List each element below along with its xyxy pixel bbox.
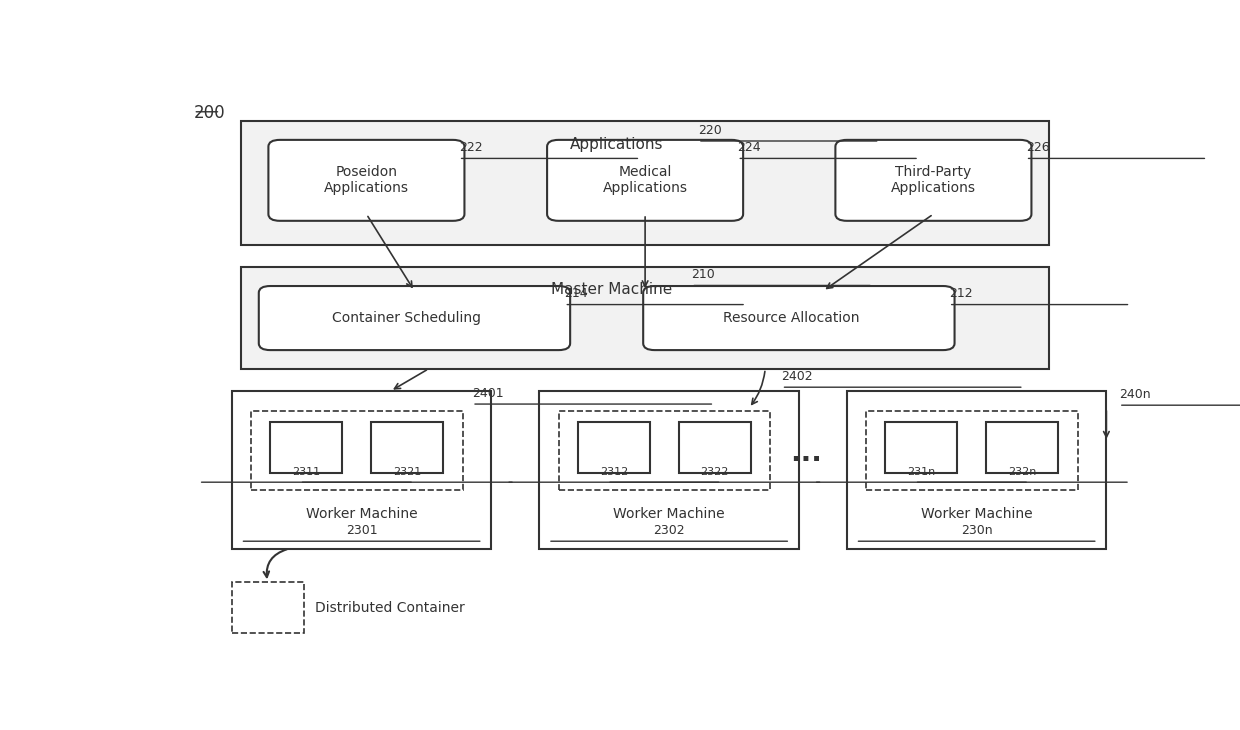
- Bar: [578, 422, 650, 472]
- Text: 2322: 2322: [701, 467, 729, 477]
- Text: 2301: 2301: [346, 524, 377, 537]
- Text: 212: 212: [949, 288, 972, 300]
- Text: Master Machine: Master Machine: [551, 282, 672, 296]
- Text: Distributed Container: Distributed Container: [315, 601, 465, 615]
- Text: 2311: 2311: [293, 467, 320, 477]
- Text: 230n: 230n: [961, 524, 992, 537]
- Text: Third-Party
Applications: Third-Party Applications: [890, 165, 976, 196]
- Text: 2401: 2401: [472, 387, 503, 400]
- FancyBboxPatch shape: [836, 140, 1032, 220]
- Text: Worker Machine: Worker Machine: [614, 507, 725, 520]
- Text: 224: 224: [738, 141, 761, 154]
- Text: ...: ...: [790, 439, 822, 467]
- Text: Worker Machine: Worker Machine: [306, 507, 418, 520]
- Text: 2402: 2402: [781, 370, 813, 383]
- Text: 226: 226: [1025, 141, 1049, 154]
- Bar: [558, 411, 770, 490]
- Bar: [250, 411, 463, 490]
- Text: Resource Allocation: Resource Allocation: [723, 311, 859, 325]
- Text: 210: 210: [691, 268, 715, 281]
- Text: Container Scheduling: Container Scheduling: [332, 311, 481, 325]
- Text: 232n: 232n: [1008, 467, 1037, 477]
- Text: 240n: 240n: [1118, 388, 1151, 401]
- FancyBboxPatch shape: [644, 286, 955, 350]
- Bar: [270, 422, 342, 472]
- Text: 2302: 2302: [653, 524, 684, 537]
- Text: Medical
Applications: Medical Applications: [603, 165, 688, 196]
- FancyBboxPatch shape: [547, 140, 743, 220]
- Text: 2321: 2321: [393, 467, 422, 477]
- Bar: [678, 422, 750, 472]
- Bar: [885, 422, 957, 472]
- FancyBboxPatch shape: [268, 140, 465, 220]
- Bar: [866, 411, 1078, 490]
- Bar: [232, 391, 491, 548]
- Text: 200: 200: [193, 104, 226, 123]
- Text: 220: 220: [698, 123, 722, 137]
- Bar: [242, 267, 1049, 369]
- Bar: [232, 583, 304, 633]
- Text: 214: 214: [564, 288, 588, 300]
- Text: Worker Machine: Worker Machine: [921, 507, 1033, 520]
- Bar: [371, 422, 444, 472]
- Bar: [986, 422, 1058, 472]
- Text: Applications: Applications: [569, 137, 663, 152]
- Bar: [539, 391, 799, 548]
- Bar: [242, 121, 1049, 245]
- FancyBboxPatch shape: [259, 286, 570, 350]
- Text: 2312: 2312: [600, 467, 627, 477]
- Bar: [847, 391, 1106, 548]
- Text: 231n: 231n: [908, 467, 935, 477]
- Text: Poseidon
Applications: Poseidon Applications: [324, 165, 409, 196]
- Text: 222: 222: [459, 141, 482, 154]
